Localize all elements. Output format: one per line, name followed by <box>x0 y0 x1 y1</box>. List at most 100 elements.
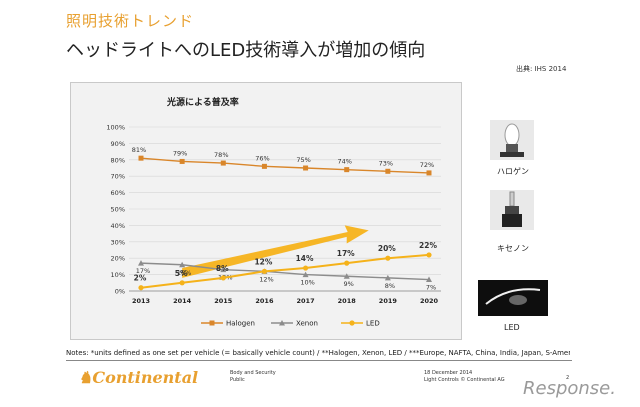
x-tick-label: 2019 <box>379 297 398 305</box>
data-point <box>261 163 267 169</box>
data-label: 16% <box>177 269 191 277</box>
led-caption: LED <box>504 323 520 332</box>
data-label: 22% <box>419 241 437 250</box>
data-label: 14% <box>296 254 314 263</box>
brand-name: Continental <box>92 368 199 387</box>
data-point <box>343 273 350 279</box>
data-label: 20% <box>378 244 396 253</box>
y-tick-label: 70% <box>111 173 125 181</box>
x-tick-label: 2013 <box>132 297 150 305</box>
data-point <box>426 170 432 176</box>
data-point <box>179 261 186 268</box>
y-tick-label: 50% <box>111 206 125 214</box>
y-tick-label: 90% <box>111 140 125 148</box>
data-point <box>138 285 144 291</box>
data-label: 76% <box>255 154 269 162</box>
data-point <box>138 260 144 266</box>
y-tick-label: 10% <box>111 271 125 279</box>
data-label: 12% <box>259 275 273 283</box>
y-tick-label: 80% <box>111 156 125 164</box>
y-tick-label: 0% <box>115 288 125 296</box>
data-label: 12% <box>254 257 272 266</box>
halogen-caption: ハロゲン <box>497 167 529 176</box>
footer-date-block: 18 December 2014 Light Controls © Contin… <box>424 370 505 384</box>
halogen-bulb-image <box>490 120 534 160</box>
data-label: 81% <box>132 146 146 154</box>
y-tick-label: 20% <box>111 255 125 263</box>
brand-logo: ♞Continental <box>78 368 198 387</box>
xenon-bulb-image <box>490 190 534 230</box>
data-point <box>302 265 309 271</box>
data-point <box>179 158 185 164</box>
footer-division: Body and Security <box>230 370 276 376</box>
data-label: 73% <box>379 159 393 167</box>
data-label: 10% <box>300 279 314 287</box>
legend-label: Xenon <box>296 320 318 328</box>
series-line-halogen <box>140 157 430 174</box>
x-tick-label: 2020 <box>420 297 439 305</box>
data-label: 75% <box>296 156 310 164</box>
data-point <box>138 155 144 161</box>
section-topic: 照明技術トレンド <box>66 12 195 30</box>
data-label: 5% <box>175 269 188 278</box>
data-point <box>426 252 432 258</box>
data-point <box>220 275 226 281</box>
trend-arrow <box>182 225 369 278</box>
data-label: 8% <box>216 264 229 273</box>
data-label: 79% <box>173 149 187 157</box>
legend-marker <box>209 320 215 326</box>
page-title: ヘッドライトへのLED技術導入が増加の傾向 <box>66 40 426 61</box>
x-tick-label: 2016 <box>255 297 274 305</box>
chart-panel: 光源による普及率 0% 10% 20% 30% 40% 50% 60% 70% 80% 90% 100… <box>70 82 462 340</box>
data-point <box>385 168 391 174</box>
penetration-chart: 光源による普及率 0% 10% 20% 30% 40% 50% 60% 70% 80% 90% 100… <box>106 96 441 328</box>
data-point <box>220 160 226 166</box>
page-number: 2 <box>566 375 570 381</box>
y-tick-label: 30% <box>111 238 125 246</box>
xenon-bulb-icon <box>502 191 522 227</box>
data-label: 72% <box>420 161 434 169</box>
brand-horse-icon: ♞ <box>78 368 93 387</box>
y-tick-label: 100% <box>106 124 125 132</box>
legend-label: LED <box>366 320 380 328</box>
y-tick-label: 40% <box>111 222 125 230</box>
led-headlamp-image <box>478 280 548 316</box>
data-label: 78% <box>214 151 228 159</box>
y-tick-label: 60% <box>111 189 125 197</box>
footnote: Notes: *units defined as one set per veh… <box>66 349 570 357</box>
data-label: 7% <box>426 284 436 292</box>
x-tick-label: 2014 <box>173 297 192 305</box>
data-label: 74% <box>337 158 351 166</box>
series-line-xenon <box>140 262 430 281</box>
source-label: 出典: IHS 2014 <box>516 65 567 73</box>
data-label: 17% <box>337 249 355 258</box>
data-point <box>344 260 350 266</box>
data-point <box>179 280 185 286</box>
data-label: 8% <box>385 282 395 290</box>
footer-classification: Public <box>230 377 245 383</box>
chart-title: 光源による普及率 <box>166 96 239 108</box>
xenon-caption: キセノン <box>497 244 529 253</box>
legend-marker <box>279 320 285 326</box>
series-line-led <box>140 253 430 289</box>
data-point <box>344 167 350 173</box>
watermark: Response. <box>523 378 616 399</box>
footer-divider <box>66 360 572 361</box>
data-point <box>303 165 309 171</box>
data-point <box>385 255 391 261</box>
footer-dept: Light Controls © Continental AG <box>424 377 505 383</box>
data-point <box>220 266 227 273</box>
x-tick-label: 2017 <box>297 297 315 305</box>
data-label: 17% <box>136 267 150 275</box>
data-point <box>261 268 268 274</box>
footer-date: 18 December 2014 <box>424 370 473 376</box>
footer-division-block: Body and Security Public <box>230 370 276 384</box>
x-tick-label: 2015 <box>214 297 233 305</box>
data-point <box>426 276 432 283</box>
data-point <box>302 271 309 278</box>
data-label: 2% <box>134 274 147 283</box>
data-label: 9% <box>344 280 354 288</box>
legend-label: Halogen <box>226 320 255 328</box>
halogen-bulb-icon <box>500 123 524 157</box>
data-point <box>384 274 391 281</box>
